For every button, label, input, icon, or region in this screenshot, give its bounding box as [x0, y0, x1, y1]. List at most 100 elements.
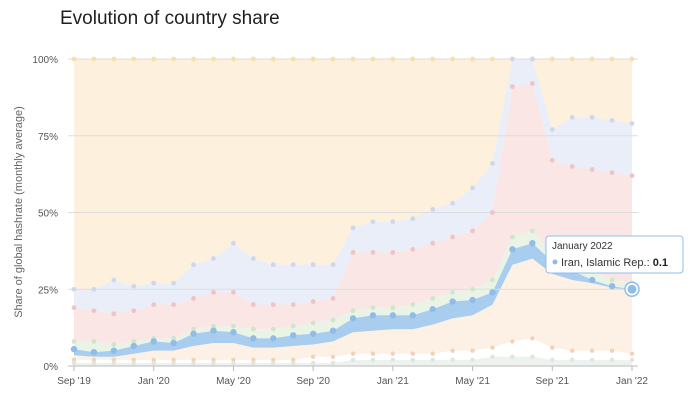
- others-point: [310, 56, 316, 62]
- others-point: [370, 56, 376, 62]
- page-title: Evolution of country share: [60, 8, 280, 29]
- tooltip-series: Iran, Islamic Rep.: 0.1: [561, 257, 668, 269]
- y-tick-label: 50%: [38, 209, 58, 220]
- bottom-point: [350, 357, 356, 363]
- band2-point: [410, 216, 416, 222]
- china-point: [450, 234, 456, 240]
- band2-point: [91, 286, 97, 292]
- chart-points: [70, 56, 636, 366]
- others-point: [390, 56, 396, 62]
- iran-point: [170, 339, 177, 347]
- china-point: [330, 296, 336, 301]
- green-point: [350, 308, 356, 314]
- band2-point: [231, 240, 236, 246]
- band2-point: [370, 219, 376, 225]
- band-2: [74, 59, 632, 314]
- bottom-point: [570, 357, 575, 363]
- iran-point: [588, 276, 596, 284]
- others-point: [330, 56, 336, 62]
- green-point: [330, 317, 336, 323]
- others-point: [131, 56, 137, 62]
- y-tick-label: 100%: [32, 55, 58, 66]
- orange-point: [171, 357, 176, 363]
- others-point: [71, 56, 77, 62]
- iran-point: [608, 282, 616, 290]
- orange-point: [450, 348, 455, 353]
- others-point: [111, 56, 117, 62]
- iran-point: [449, 298, 456, 305]
- green-point: [131, 339, 137, 344]
- orange-point: [430, 351, 435, 356]
- green-point: [211, 323, 216, 329]
- bottom-point: [291, 360, 296, 366]
- band2-point: [270, 262, 276, 268]
- china-point: [231, 289, 236, 295]
- band2-point: [171, 280, 177, 286]
- green-point: [370, 305, 376, 311]
- x-tick-label: Sep '20: [296, 376, 330, 387]
- bottom-point: [191, 360, 196, 366]
- band2-point: [350, 225, 356, 231]
- bottom-point: [151, 360, 156, 366]
- orange-point: [291, 357, 296, 363]
- china-point: [250, 302, 256, 307]
- green-point: [111, 342, 117, 347]
- china-point: [629, 173, 635, 179]
- tooltip: January 2022 Iran, Islamic Rep.: 0.1: [545, 235, 684, 297]
- band2-point: [529, 56, 535, 62]
- bottom-point: [510, 354, 515, 359]
- orange-point: [410, 351, 415, 356]
- iran-point: [230, 329, 237, 336]
- china-point: [171, 302, 177, 307]
- orange-point: [530, 336, 535, 341]
- orange-band: [74, 258, 632, 360]
- others-point: [151, 56, 157, 62]
- orange-point: [629, 351, 635, 356]
- bottom-point: [550, 357, 555, 363]
- orange-point: [510, 339, 515, 344]
- bottom-point: [330, 360, 336, 366]
- iran-point: [409, 312, 416, 319]
- green-point: [430, 296, 436, 301]
- china-point: [470, 228, 475, 234]
- y-tick-label: 0%: [44, 362, 59, 373]
- orange-point: [271, 357, 276, 363]
- bottom-point: [91, 360, 97, 366]
- band2-point: [470, 185, 475, 191]
- orange-point: [71, 357, 77, 363]
- green-point: [410, 302, 416, 307]
- orange-point: [231, 357, 236, 363]
- iran-point: [90, 348, 98, 356]
- green-point: [510, 234, 515, 240]
- orange-point: [251, 357, 256, 363]
- china-point: [430, 240, 436, 246]
- others-point: [549, 56, 555, 62]
- others-point: [430, 56, 436, 62]
- china-point: [191, 296, 196, 301]
- tooltip-box: [545, 235, 684, 274]
- iran-point: [150, 338, 157, 345]
- orange-point: [350, 351, 356, 356]
- others-point: [171, 56, 177, 62]
- china-point: [211, 289, 216, 295]
- highlight-point: [627, 284, 637, 294]
- orange-point: [111, 357, 117, 363]
- iran-point: [389, 312, 397, 319]
- iran-point: [309, 330, 317, 337]
- x-tick-label: May '21: [455, 376, 490, 387]
- orange-point: [370, 351, 376, 356]
- others-point: [250, 56, 256, 62]
- orange-point: [470, 348, 475, 353]
- orange-point: [131, 357, 136, 363]
- others-point: [270, 56, 276, 62]
- green-point: [470, 286, 475, 292]
- bottom-point: [609, 357, 615, 363]
- band2-point: [549, 127, 555, 133]
- x-tick-label: Jan '21: [377, 376, 409, 387]
- orange-point: [490, 345, 495, 350]
- x-tick-label: Sep '21: [535, 376, 569, 387]
- bottom-point: [251, 360, 256, 366]
- bottom-point: [450, 357, 455, 363]
- china-point: [390, 250, 396, 255]
- china-point: [290, 302, 296, 307]
